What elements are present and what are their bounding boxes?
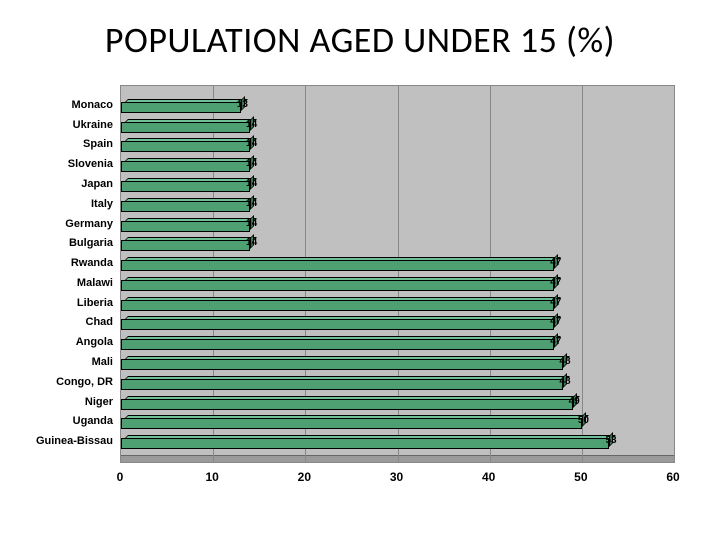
bar-value-label: 14 bbox=[246, 178, 257, 189]
bar-value-label: 14 bbox=[246, 119, 257, 130]
bar-value-label: 14 bbox=[246, 218, 257, 229]
bar-value-label: 49 bbox=[569, 396, 580, 407]
y-tick-label: Malawi bbox=[77, 277, 113, 289]
y-tick-label: Rwanda bbox=[71, 257, 113, 269]
plot-area: 131414141414141447474747474848495053 bbox=[120, 85, 675, 463]
x-tick-label: 60 bbox=[666, 470, 679, 484]
bar: 14 bbox=[121, 178, 250, 192]
bar-front bbox=[121, 379, 563, 390]
chart-title: POPULATION AGED UNDER 15 (%) bbox=[0, 18, 720, 62]
bar-value-label: 14 bbox=[246, 198, 257, 209]
bar-front bbox=[121, 339, 554, 350]
bar-front bbox=[121, 221, 250, 232]
bar-front bbox=[121, 161, 250, 172]
x-tick-label: 20 bbox=[298, 470, 311, 484]
y-tick-label: Slovenia bbox=[68, 158, 113, 170]
bar: 47 bbox=[121, 277, 554, 291]
y-tick-label: Monaco bbox=[71, 99, 113, 111]
bar-front bbox=[121, 319, 554, 330]
bar: 47 bbox=[121, 316, 554, 330]
bar: 49 bbox=[121, 396, 573, 410]
bar-value-label: 47 bbox=[550, 277, 561, 288]
bar-front bbox=[121, 102, 241, 113]
bar-value-label: 14 bbox=[246, 237, 257, 248]
bar: 14 bbox=[121, 218, 250, 232]
y-tick-label: Uganda bbox=[73, 415, 113, 427]
bar-value-label: 13 bbox=[237, 99, 248, 110]
bar: 53 bbox=[121, 435, 609, 449]
y-tick-label: Germany bbox=[65, 218, 113, 230]
bar-front bbox=[121, 418, 582, 429]
bar-value-label: 47 bbox=[550, 316, 561, 327]
bar-front bbox=[121, 240, 250, 251]
y-tick-label: Congo, DR bbox=[56, 376, 113, 388]
bar: 13 bbox=[121, 99, 241, 113]
bar-front bbox=[121, 438, 609, 449]
y-tick-label: Guinea-Bissau bbox=[36, 435, 113, 447]
bar: 14 bbox=[121, 198, 250, 212]
x-tick-label: 30 bbox=[390, 470, 403, 484]
bar-front bbox=[121, 359, 563, 370]
slide: POPULATION AGED UNDER 15 (%) Monaco Ukrai… bbox=[0, 0, 720, 540]
x-tick-label: 0 bbox=[117, 470, 124, 484]
bar-value-label: 48 bbox=[559, 376, 570, 387]
bar: 47 bbox=[121, 336, 554, 350]
bar-front bbox=[121, 300, 554, 311]
y-axis-labels: Monaco Ukraine Spain Slovenia Japan Italy Germ… bbox=[30, 85, 115, 463]
bar: 14 bbox=[121, 237, 250, 251]
x-tick-label: 10 bbox=[205, 470, 218, 484]
y-tick-label: Italy bbox=[91, 198, 113, 210]
bar: 14 bbox=[121, 158, 250, 172]
bar-value-label: 53 bbox=[605, 435, 616, 446]
y-tick-label: Ukraine bbox=[73, 119, 113, 131]
y-tick-label: Japan bbox=[81, 178, 113, 190]
y-tick-label: Chad bbox=[86, 316, 114, 328]
bar: 50 bbox=[121, 415, 582, 429]
y-tick-label: Angola bbox=[76, 336, 113, 348]
gridline bbox=[582, 86, 583, 462]
bar-front bbox=[121, 141, 250, 152]
bar-value-label: 48 bbox=[559, 356, 570, 367]
bar: 48 bbox=[121, 376, 563, 390]
bar: 14 bbox=[121, 138, 250, 152]
bar: 47 bbox=[121, 297, 554, 311]
bar-front bbox=[121, 399, 573, 410]
bar-value-label: 14 bbox=[246, 138, 257, 149]
y-tick-label: Niger bbox=[85, 396, 113, 408]
x-tick-label: 40 bbox=[482, 470, 495, 484]
bar-front bbox=[121, 122, 250, 133]
bar-front bbox=[121, 280, 554, 291]
y-tick-label: Bulgaria bbox=[69, 237, 113, 249]
bar-front bbox=[121, 260, 554, 271]
bar-value-label: 47 bbox=[550, 257, 561, 268]
chart: Monaco Ukraine Spain Slovenia Japan Italy Germ… bbox=[30, 85, 690, 505]
bar-front bbox=[121, 181, 250, 192]
bar: 47 bbox=[121, 257, 554, 271]
bar: 14 bbox=[121, 119, 250, 133]
bar: 48 bbox=[121, 356, 563, 370]
bar-value-label: 50 bbox=[578, 415, 589, 426]
bar-front bbox=[121, 201, 250, 212]
x-axis-labels: 0102030405060 bbox=[120, 470, 675, 495]
bar-value-label: 14 bbox=[246, 158, 257, 169]
bar-value-label: 47 bbox=[550, 297, 561, 308]
bar-value-label: 47 bbox=[550, 336, 561, 347]
x-tick-label: 50 bbox=[574, 470, 587, 484]
y-tick-label: Mali bbox=[92, 356, 113, 368]
y-tick-label: Spain bbox=[83, 138, 113, 150]
y-tick-label: Liberia bbox=[77, 297, 113, 309]
